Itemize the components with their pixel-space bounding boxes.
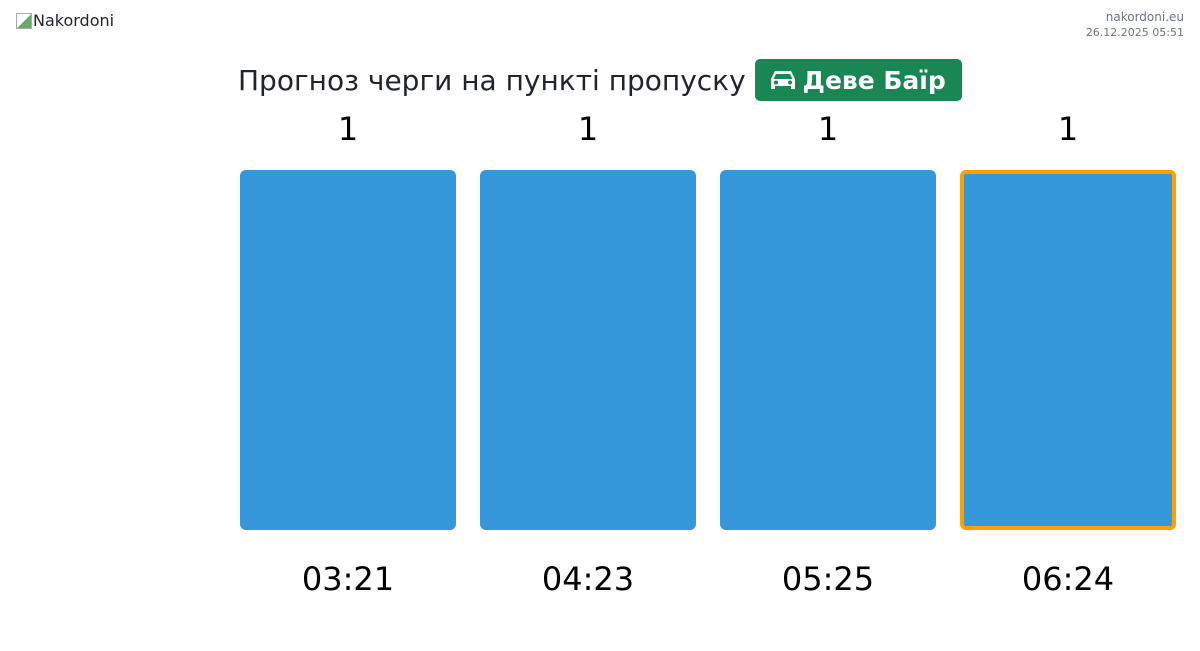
time-label: 06:24	[1021, 560, 1115, 598]
value-label: 1	[817, 110, 839, 148]
bar[interactable]	[480, 170, 696, 530]
time-label: 04:23	[541, 560, 635, 598]
logo[interactable]: Nakordoni	[16, 11, 114, 30]
time-label: 05:25	[781, 560, 875, 598]
bar[interactable]	[240, 170, 456, 530]
logo-alt-text: Nakordoni	[33, 11, 115, 30]
page-title: Прогноз черги на пункті пропуску Деве Ба…	[238, 59, 962, 101]
checkpoint-name: Деве Баїр	[802, 65, 946, 95]
bar[interactable]	[960, 170, 1176, 530]
title-text: Прогноз черги на пункті пропуску	[238, 63, 746, 97]
site-info: nakordoni.eu 26.12.2025 05:51	[1086, 9, 1184, 41]
checkpoint-badge: Деве Баїр	[754, 59, 962, 101]
bar[interactable]	[720, 170, 936, 530]
value-label: 1	[577, 110, 599, 148]
value-label: 1	[337, 110, 359, 148]
value-label: 1	[1057, 110, 1079, 148]
site-name: nakordoni.eu	[1105, 10, 1184, 24]
datetime: 26.12.2025 05:51	[1085, 26, 1184, 39]
time-label: 03:21	[301, 560, 395, 598]
broken-image-icon	[16, 12, 32, 29]
car-icon	[770, 71, 795, 89]
